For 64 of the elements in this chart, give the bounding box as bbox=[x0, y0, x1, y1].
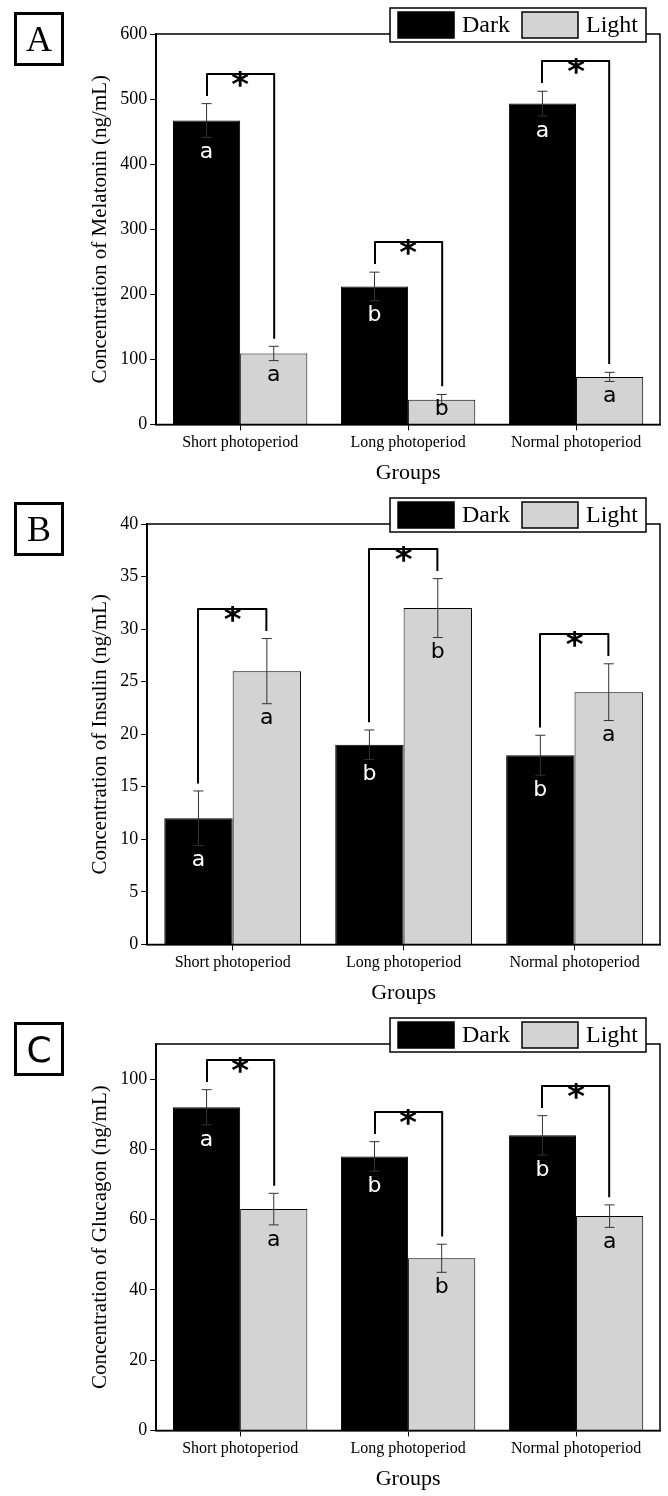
data-label: b bbox=[434, 395, 449, 421]
data-label: b bbox=[533, 775, 548, 801]
y-tick-label: 10 bbox=[120, 828, 139, 849]
data-label: b bbox=[367, 1171, 382, 1197]
x-axis-title: Groups bbox=[375, 458, 441, 484]
y-tick-label: 0 bbox=[138, 1419, 148, 1440]
x-tick-label: Short photoperiod bbox=[182, 1439, 299, 1458]
x-tick-label: Normal photoperiod bbox=[510, 433, 642, 452]
y-tick-label: 25 bbox=[120, 670, 139, 691]
chart-title: A bbox=[14, 12, 64, 66]
y-tick-label: 80 bbox=[129, 1138, 148, 1159]
x-axis-title: Groups bbox=[371, 978, 436, 1004]
x-tick-label: Long photoperiod bbox=[350, 1439, 466, 1458]
y-tick-label: 5 bbox=[129, 880, 139, 901]
y-tick-label: 100 bbox=[120, 348, 148, 369]
y-axis-title: Concentration of Insulin (ng/mL) bbox=[87, 593, 112, 875]
y-tick-label: 0 bbox=[129, 933, 139, 954]
x-tick-label: Long photoperiod bbox=[350, 433, 466, 452]
data-label: b bbox=[362, 760, 377, 786]
y-tick-label: 30 bbox=[120, 617, 139, 638]
y-tick-label: 300 bbox=[120, 217, 148, 238]
legend-label: Light bbox=[586, 11, 639, 38]
data-label: b bbox=[434, 1273, 449, 1299]
data-label: a bbox=[601, 721, 616, 747]
data-label: a bbox=[199, 138, 214, 164]
legend-label: Dark bbox=[462, 1021, 511, 1048]
data-label: a bbox=[260, 704, 274, 730]
y-tick-label: 40 bbox=[120, 512, 139, 533]
data-label: a bbox=[602, 1228, 617, 1254]
legend-label: Dark bbox=[462, 11, 511, 38]
data-label: a bbox=[191, 846, 206, 872]
y-tick-label: 100 bbox=[120, 1067, 148, 1088]
legend-label: Light bbox=[586, 501, 639, 528]
y-axis-title: Concentration of Glucagon (ng/mL) bbox=[87, 1085, 112, 1390]
data-label: a bbox=[535, 116, 550, 142]
y-tick-label: 35 bbox=[120, 565, 139, 586]
x-axis-title: Groups bbox=[375, 1464, 441, 1490]
chart-title: B bbox=[14, 502, 64, 556]
data-label: a bbox=[267, 361, 281, 387]
y-axis-title: Concentration of Melatonin (ng/mL) bbox=[87, 74, 112, 384]
x-tick-label: Short photoperiod bbox=[174, 953, 291, 972]
y-tick-label: 600 bbox=[120, 22, 148, 43]
legend-label: Light bbox=[586, 1021, 639, 1048]
chart-title: C bbox=[14, 1022, 64, 1076]
x-tick-label: Long photoperiod bbox=[346, 953, 462, 972]
y-tick-label: 0 bbox=[138, 413, 148, 434]
y-tick-label: 20 bbox=[120, 722, 139, 743]
y-tick-label: 15 bbox=[120, 775, 139, 796]
y-tick-label: 60 bbox=[129, 1208, 148, 1229]
data-label: a bbox=[199, 1125, 214, 1151]
legend-label: Dark bbox=[462, 501, 511, 528]
y-tick-label: 200 bbox=[120, 283, 148, 303]
x-tick-label: Normal photoperiod bbox=[509, 953, 640, 972]
x-tick-label: Short photoperiod bbox=[182, 433, 299, 452]
y-tick-label: 500 bbox=[120, 87, 148, 108]
data-label: b bbox=[535, 1155, 550, 1181]
y-tick-label: 20 bbox=[129, 1348, 148, 1369]
x-tick-label: Normal photoperiod bbox=[510, 1439, 642, 1458]
data-label: a bbox=[602, 382, 617, 408]
data-label: b bbox=[430, 638, 445, 664]
y-tick-label: 400 bbox=[120, 152, 148, 173]
data-label: a bbox=[267, 1225, 281, 1251]
y-tick-label: 40 bbox=[129, 1278, 148, 1299]
data-label: b bbox=[367, 301, 382, 327]
